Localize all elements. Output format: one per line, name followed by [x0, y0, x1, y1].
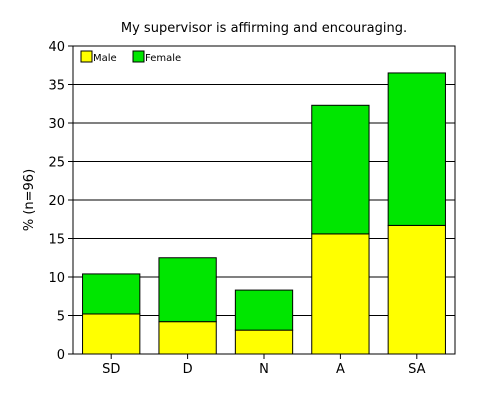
- y-axis-label: % (n=96): [22, 169, 37, 231]
- y-tick-label: 40: [48, 40, 65, 55]
- y-tick-label: 35: [48, 79, 65, 94]
- chart-title: My supervisor is affirming and encouragi…: [121, 21, 407, 36]
- y-tick-label: 0: [57, 348, 65, 363]
- bar-female-d: [158, 257, 217, 323]
- legend-label-male: Male: [93, 53, 117, 64]
- x-tick-label: N: [259, 362, 269, 377]
- legend-label-female: Female: [145, 53, 181, 64]
- bar-male-sa: [387, 224, 446, 355]
- y-tick-label: 20: [48, 194, 65, 209]
- bar-female-a: [311, 104, 370, 235]
- x-axis-ticks: SD D N A SA: [102, 354, 426, 377]
- y-tick-label: 25: [48, 156, 65, 171]
- y-tick-label: 5: [57, 310, 65, 325]
- bar-female-sd: [82, 273, 141, 315]
- legend: Male Female: [80, 50, 181, 64]
- x-tick-label: SA: [408, 362, 425, 377]
- bar-male-sd: [82, 313, 141, 355]
- y-tick-label: 15: [48, 233, 65, 248]
- x-tick-label: A: [336, 362, 345, 377]
- legend-swatch-male: [80, 50, 93, 63]
- bar-male-n: [234, 329, 294, 355]
- bar-female-sa: [387, 72, 446, 226]
- bar-male-d: [158, 321, 217, 355]
- bar-male-a: [311, 233, 370, 355]
- bars: [82, 72, 446, 355]
- y-axis-ticks: 0 5 10 15 20 25 30 35 40: [48, 40, 73, 363]
- legend-swatch-female: [132, 50, 145, 63]
- bar-female-n: [234, 289, 294, 331]
- x-tick-label: SD: [102, 362, 120, 377]
- y-tick-label: 30: [48, 117, 65, 132]
- y-tick-label: 10: [48, 271, 65, 286]
- x-tick-label: D: [183, 362, 193, 377]
